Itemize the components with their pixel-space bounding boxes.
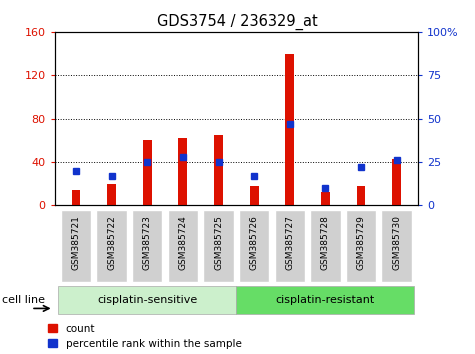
Bar — [214, 135, 223, 205]
FancyBboxPatch shape — [132, 210, 162, 282]
FancyBboxPatch shape — [381, 210, 412, 282]
FancyBboxPatch shape — [239, 210, 269, 282]
FancyBboxPatch shape — [168, 210, 198, 282]
Text: GSM385726: GSM385726 — [250, 215, 258, 270]
Text: GSM385728: GSM385728 — [321, 215, 330, 270]
Text: GSM385727: GSM385727 — [285, 215, 294, 270]
Text: cisplatin-sensitive: cisplatin-sensitive — [97, 295, 198, 305]
FancyBboxPatch shape — [58, 286, 237, 314]
FancyBboxPatch shape — [237, 286, 414, 314]
FancyBboxPatch shape — [346, 210, 376, 282]
Text: GDS3754 / 236329_at: GDS3754 / 236329_at — [157, 14, 318, 30]
Bar — [321, 192, 330, 205]
Legend: count, percentile rank within the sample: count, percentile rank within the sample — [48, 324, 242, 349]
Bar — [72, 190, 80, 205]
Text: GSM385721: GSM385721 — [72, 215, 80, 270]
Bar — [285, 53, 294, 205]
FancyBboxPatch shape — [96, 210, 127, 282]
FancyBboxPatch shape — [310, 210, 341, 282]
Bar — [107, 184, 116, 205]
FancyBboxPatch shape — [275, 210, 305, 282]
Text: GSM385730: GSM385730 — [392, 215, 401, 270]
Text: cisplatin-resistant: cisplatin-resistant — [276, 295, 375, 305]
FancyBboxPatch shape — [203, 210, 234, 282]
Text: GSM385722: GSM385722 — [107, 215, 116, 269]
Text: GSM385725: GSM385725 — [214, 215, 223, 270]
Bar — [357, 186, 365, 205]
Bar — [179, 138, 187, 205]
Bar — [250, 186, 258, 205]
Text: cell line: cell line — [2, 295, 46, 305]
Text: GSM385724: GSM385724 — [179, 215, 187, 269]
Bar — [392, 159, 401, 205]
Text: GSM385729: GSM385729 — [357, 215, 365, 270]
FancyBboxPatch shape — [61, 210, 91, 282]
Text: GSM385723: GSM385723 — [143, 215, 152, 270]
Bar — [143, 140, 152, 205]
